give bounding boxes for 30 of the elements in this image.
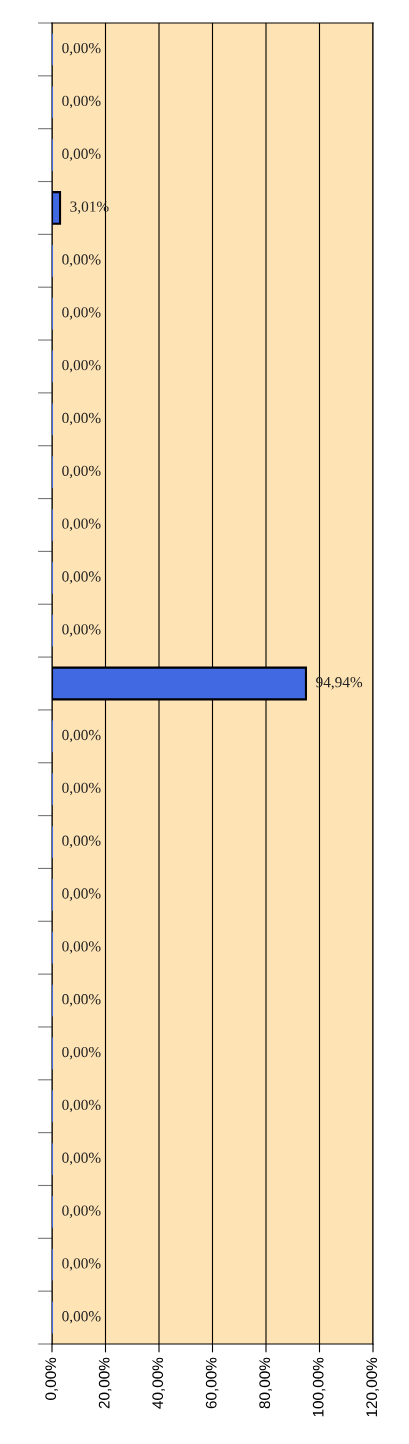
data-label: 0,00% <box>62 1046 101 1060</box>
x-tick-label: 20,00% <box>98 1357 112 1409</box>
data-label: 0,00% <box>62 888 101 901</box>
data-label: 0,00% <box>62 307 101 320</box>
data-label: 0,00% <box>62 42 101 56</box>
x-tick-label: 0,00% <box>45 1357 58 1400</box>
x-tick-label: 80,00% <box>259 1357 272 1409</box>
data-label: 0,00% <box>62 941 101 954</box>
data-label: 0,00% <box>62 729 101 743</box>
x-tick-label: 40,00% <box>152 1357 165 1409</box>
data-label: 0,00% <box>62 359 101 373</box>
data-label: 0,00% <box>62 254 101 267</box>
data-label: 0,00% <box>62 518 101 531</box>
x-tick-label: 120,00% <box>366 1357 379 1417</box>
data-label: 0,00% <box>62 782 101 796</box>
data-label: 0,00% <box>62 95 101 109</box>
data-label: 0,00% <box>62 994 101 1007</box>
data-label: 0,00% <box>62 1152 101 1166</box>
data-label: 0,00% <box>62 624 101 637</box>
data-label: 0,00% <box>62 1205 101 1218</box>
data-label: 0,00% <box>62 1258 101 1271</box>
x-tick-label: 60,00% <box>205 1357 219 1409</box>
data-label: 0,00% <box>62 148 101 162</box>
data-label: 0,00% <box>62 1099 101 1113</box>
data-label: 0,00% <box>62 412 101 426</box>
data-label: 0,00% <box>62 1311 101 1324</box>
data-label: 0,00% <box>62 571 101 584</box>
data-label: 0,00% <box>62 465 101 479</box>
x-tick-label: 100,00% <box>312 1357 326 1417</box>
data-label: 0,00% <box>62 835 101 849</box>
